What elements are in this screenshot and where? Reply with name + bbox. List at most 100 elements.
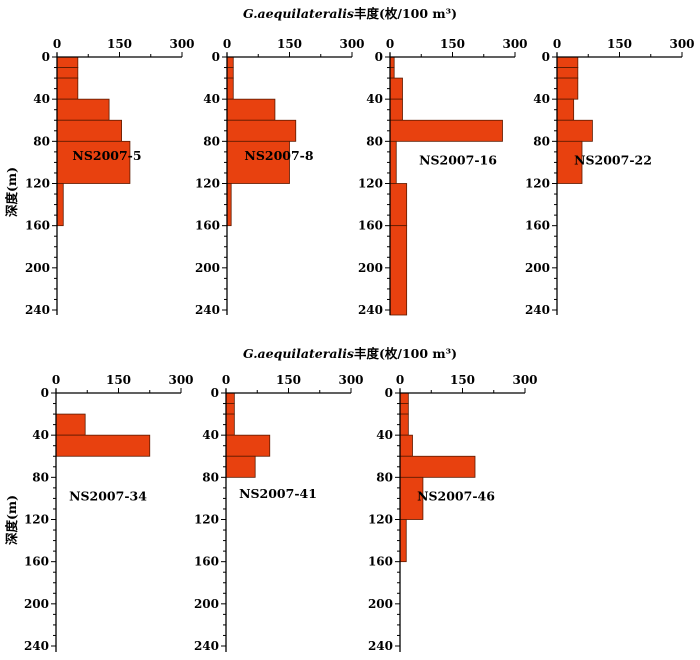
y-tick-label: 80: [366, 134, 383, 148]
y-tick-label: 120: [525, 177, 550, 191]
y-tick-label: 0: [41, 386, 49, 400]
y-tick-label: 120: [24, 513, 49, 527]
y-tick-label: 160: [368, 555, 393, 569]
y-tick-label: 240: [195, 303, 220, 317]
bar: [56, 119, 122, 142]
bar: [389, 140, 397, 184]
y-tick-label: 40: [202, 428, 219, 442]
x-tick-label: 150: [450, 373, 475, 387]
bar: [226, 77, 234, 100]
bar: [399, 413, 409, 436]
panel-label: NS2007-5: [72, 148, 141, 163]
y-tick-label: 240: [25, 303, 50, 317]
bar: [389, 98, 403, 121]
bar: [399, 455, 476, 478]
x-tick-label: 150: [607, 37, 632, 51]
bar: [556, 119, 593, 142]
x-tick-label: 0: [386, 37, 394, 51]
bar: [225, 455, 256, 478]
y-tick-label: 240: [194, 639, 219, 653]
x-tick-label: 150: [106, 373, 131, 387]
chart-title-top: G.aequilateralis丰度(枚/100 m³): [243, 6, 457, 21]
x-tick-label: 0: [553, 37, 561, 51]
bar: [389, 77, 403, 100]
y-tick-label: 120: [195, 177, 220, 191]
bar: [556, 77, 579, 100]
bar: [56, 77, 79, 100]
x-tick-label: 300: [168, 373, 193, 387]
y-tick-label: 160: [25, 219, 50, 233]
bar: [55, 434, 151, 457]
y-tick-label: 80: [202, 470, 219, 484]
y-tick-label: 200: [194, 597, 219, 611]
x-tick-label: 0: [52, 373, 60, 387]
bar: [56, 183, 64, 227]
y-tick-label: 40: [376, 428, 393, 442]
abundance-unit: 丰度(枚/100 m³): [354, 6, 457, 21]
bar: [226, 56, 234, 68]
y-tick-label: 40: [366, 92, 383, 106]
panel-label: NS2007-16: [419, 152, 497, 167]
y-tick-label: 240: [24, 639, 49, 653]
panel-ns2007-22: 0 150 300 0 40 80 120 160 200 240 NS2007-22: [525, 37, 695, 317]
abundance-unit: 丰度(枚/100 m³): [354, 346, 457, 361]
y-tick-label: 80: [33, 134, 50, 148]
panel-label: NS2007-41: [239, 486, 317, 501]
y-tick-label: 0: [212, 50, 220, 64]
y-tick-label: 40: [533, 92, 550, 106]
x-tick-label: 150: [277, 37, 302, 51]
y-tick-label: 80: [32, 470, 49, 484]
x-tick-label: 0: [53, 37, 61, 51]
chart-title-bottom: G.aequilateralis丰度(枚/100 m³): [243, 346, 457, 361]
species-name: G.aequilateralis: [243, 346, 354, 361]
bar: [389, 183, 408, 227]
bar: [399, 519, 407, 563]
bar: [556, 98, 575, 121]
y-tick-label: 80: [376, 470, 393, 484]
bar: [556, 67, 579, 79]
x-tick-label: 300: [338, 373, 363, 387]
y-axis-label-bottom: 深度(m): [4, 495, 19, 545]
x-tick-label: 0: [223, 37, 231, 51]
y-tick-label: 0: [211, 386, 219, 400]
y-tick-label: 40: [203, 92, 220, 106]
bar: [56, 56, 79, 68]
y-tick-label: 160: [195, 219, 220, 233]
panel-ns2007-8: 0 150 300 0 40 80 120 160 200 240 NS2007-8: [195, 37, 365, 317]
bar: [225, 392, 235, 404]
bar: [226, 98, 276, 121]
bar: [389, 119, 503, 142]
panel-ns2007-41: 0 150 300 0 40 80 120 160 200 240 NS2007-41: [194, 373, 364, 653]
y-tick-label: 240: [358, 303, 383, 317]
bar: [225, 403, 235, 415]
y-tick-label: 200: [25, 261, 50, 275]
y-tick-label: 240: [368, 639, 393, 653]
panel-label: NS2007-22: [574, 152, 652, 167]
x-tick-label: 150: [440, 37, 465, 51]
panel-label: NS2007-46: [417, 488, 495, 503]
bar: [225, 434, 271, 457]
species-name: G.aequilateralis: [243, 6, 354, 21]
panel-ns2007-46: 0 150 300 0 40 80 120 160 200 240 NS2007-46: [368, 373, 538, 653]
bar: [226, 67, 234, 79]
y-tick-label: 200: [358, 261, 383, 275]
bar: [226, 119, 297, 142]
bar: [226, 140, 290, 184]
x-tick-label: 300: [669, 37, 694, 51]
x-tick-label: 300: [169, 37, 194, 51]
x-tick-label: 0: [222, 373, 230, 387]
y-tick-label: 40: [33, 92, 50, 106]
bar: [56, 98, 110, 121]
y-tick-label: 120: [358, 177, 383, 191]
y-tick-label: 240: [525, 303, 550, 317]
x-tick-label: 300: [502, 37, 527, 51]
x-tick-label: 300: [339, 37, 364, 51]
y-tick-label: 160: [24, 555, 49, 569]
panel-ns2007-16: 0 150 300 0 40 80 120 160 200 240 NS2007-16: [358, 37, 528, 317]
y-tick-label: 200: [368, 597, 393, 611]
y-tick-label: 120: [368, 513, 393, 527]
x-tick-label: 300: [512, 373, 537, 387]
panel-label: NS2007-34: [69, 488, 147, 503]
panel-label: NS2007-8: [244, 148, 313, 163]
